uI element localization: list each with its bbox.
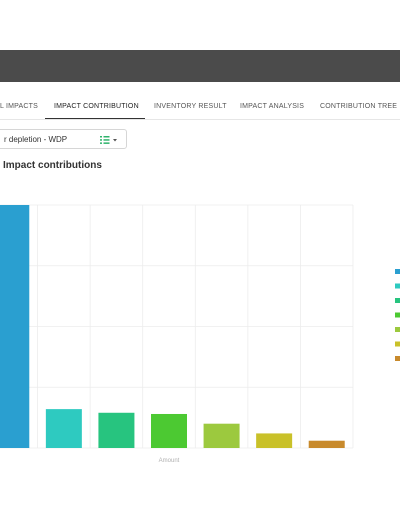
chart-legend xyxy=(395,269,400,361)
chart-bar xyxy=(98,412,135,448)
impact-category-select[interactable]: r depletion - WDP xyxy=(0,129,127,149)
x-axis-label: Amount xyxy=(159,458,180,464)
legend-swatch xyxy=(395,356,400,361)
legend-swatch xyxy=(395,327,400,332)
tab-impact-analysis[interactable]: IMPACT ANALYSIS xyxy=(240,103,305,110)
chart-bar xyxy=(308,440,345,448)
app-top-bar xyxy=(0,50,400,82)
chart-grid xyxy=(0,204,354,449)
legend-swatch xyxy=(395,312,400,318)
tab-inventory-result[interactable]: INVENTORY RESULT xyxy=(154,103,227,110)
legend-swatch xyxy=(395,341,400,347)
tab-bar: L IMPACTS IMPACT CONTRIBUTION INVENTORY … xyxy=(0,96,400,120)
active-tab-indicator xyxy=(45,118,145,120)
legend-swatch xyxy=(395,269,400,274)
tabs-divider xyxy=(0,119,400,120)
chart-bars xyxy=(0,205,345,448)
chart-bar xyxy=(203,423,240,448)
tab-total-impacts[interactable]: L IMPACTS xyxy=(0,103,38,110)
chart-bar xyxy=(256,433,293,448)
tab-impact-contribution[interactable]: IMPACT CONTRIBUTION xyxy=(54,103,139,110)
chart-bar xyxy=(151,413,187,448)
legend-swatch xyxy=(395,298,400,303)
legend-swatch xyxy=(395,283,400,289)
list-filter-icon[interactable] xyxy=(99,133,121,147)
impact-category-value: r depletion - WDP xyxy=(4,135,68,144)
chart-bar xyxy=(0,205,30,448)
chart-bar xyxy=(45,409,82,448)
tab-contribution-tree[interactable]: CONTRIBUTION TREE xyxy=(320,103,398,110)
section-title: Impact contributions xyxy=(3,160,102,171)
